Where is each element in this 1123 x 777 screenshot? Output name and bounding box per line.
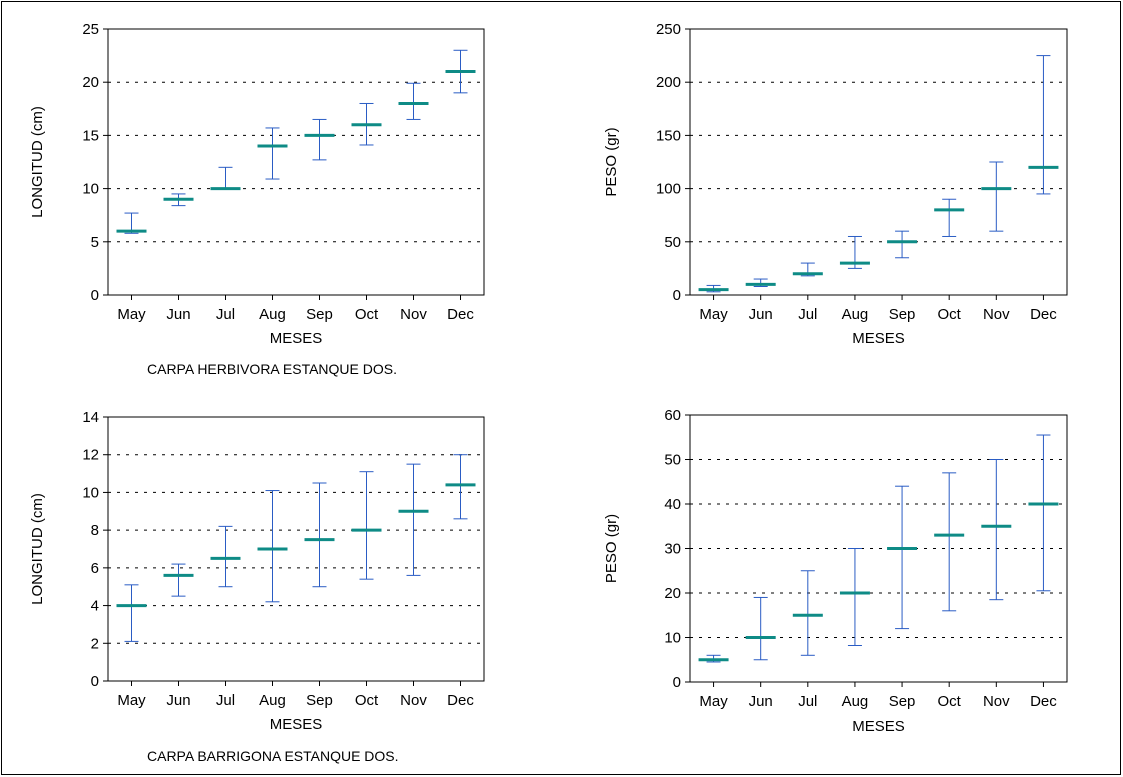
x-tick-label: May [699,306,728,323]
x-tick-label: May [699,693,728,710]
chart-peso-herbivora: 0 50 100 150 200 250 May Jun Jul Aug Sep Oct Nov Dec M… [603,21,1068,347]
x-axis-label: MESES [270,716,323,733]
y-tick-label: 200 [656,74,681,91]
x-tick-label: Sep [889,306,916,323]
y-tick-label: 30 [664,541,681,558]
y-tick-label: 40 [664,496,681,513]
y-axis-label: PESO (gr) [603,514,620,583]
x-tick-label: Dec [1030,306,1057,323]
x-tick-label: May [117,692,146,709]
chart-longitud-herbivora: 0 5 10 15 20 25 May Jun Jul Aug Sep Oct Nov Dec MESES L… [29,21,485,347]
x-tick-label: Nov [400,306,427,323]
y-tick-label: 6 [91,560,99,577]
y-tick-label: 250 [656,21,681,38]
y-axis-label: LONGITUD (cm) [29,493,46,605]
y-tick-label: 50 [664,234,681,251]
y-tick-label: 2 [91,635,99,652]
y-tick-label: 50 [664,452,681,469]
x-tick-label: Jul [798,306,817,323]
x-tick-label: Oct [355,692,379,709]
y-axis-label: PESO (gr) [603,127,620,196]
y-tick-label: 10 [664,630,681,647]
x-tick-label: Oct [938,693,962,710]
x-tick-label: Jul [216,306,235,323]
plot-frame [107,28,485,296]
x-tick-label: Aug [259,692,286,709]
y-tick-label: 4 [91,598,99,615]
chart-longitud-barrigona: 0 2 4 6 8 10 12 14 May Jun Jul Aug Sep Oct Nov Dec MESES… [29,409,485,733]
x-tick-label: Nov [400,692,427,709]
y-tick-label: 100 [656,181,681,198]
y-tick-label: 0 [673,674,681,691]
y-tick-label: 25 [82,21,99,38]
y-tick-label: 12 [82,447,99,464]
x-tick-label: Oct [355,306,379,323]
x-tick-label: Dec [447,692,474,709]
x-tick-label: Sep [306,306,333,323]
x-tick-label: Aug [259,306,286,323]
y-tick-label: 5 [91,234,99,251]
y-tick-label: 0 [91,673,99,690]
x-tick-label: Jun [749,306,773,323]
x-axis-label: MESES [852,718,905,735]
x-tick-label: Jun [749,693,773,710]
plot-frame [689,28,1068,296]
y-tick-label: 150 [656,127,681,144]
x-tick-label: Jul [798,693,817,710]
x-tick-label: Jun [166,692,190,709]
x-tick-label: Dec [1030,693,1057,710]
x-tick-label: Sep [306,692,333,709]
x-tick-label: Nov [983,693,1010,710]
x-axis-label: MESES [852,330,905,347]
chart-peso-barrigona: 0 10 20 30 40 50 60 May Jun Jul Aug Sep Oct Nov Dec MES… [603,407,1068,735]
x-tick-label: Jul [216,692,235,709]
y-tick-label: 0 [91,287,99,304]
y-tick-label: 8 [91,522,99,539]
y-tick-label: 10 [82,181,99,198]
x-tick-label: Sep [889,693,916,710]
y-tick-label: 15 [82,127,99,144]
y-tick-label: 10 [82,484,99,501]
caption-herbivora: CARPA HERBIVORA ESTANQUE DOS. [147,361,397,377]
x-tick-label: Oct [938,306,962,323]
x-tick-label: Aug [842,306,869,323]
x-tick-label: May [117,306,146,323]
y-tick-label: 0 [673,287,681,304]
y-tick-label: 14 [82,409,99,426]
y-tick-label: 20 [664,585,681,602]
y-tick-label: 20 [82,74,99,91]
y-tick-label: 60 [664,407,681,424]
x-tick-label: Aug [842,693,869,710]
x-tick-label: Dec [447,306,474,323]
y-axis-label: LONGITUD (cm) [29,106,46,218]
x-tick-label: Jun [166,306,190,323]
caption-barrigona: CARPA BARRIGONA ESTANQUE DOS. [147,748,399,764]
x-axis-label: MESES [270,330,323,347]
plot-frame [107,416,485,682]
x-tick-label: Nov [983,306,1010,323]
